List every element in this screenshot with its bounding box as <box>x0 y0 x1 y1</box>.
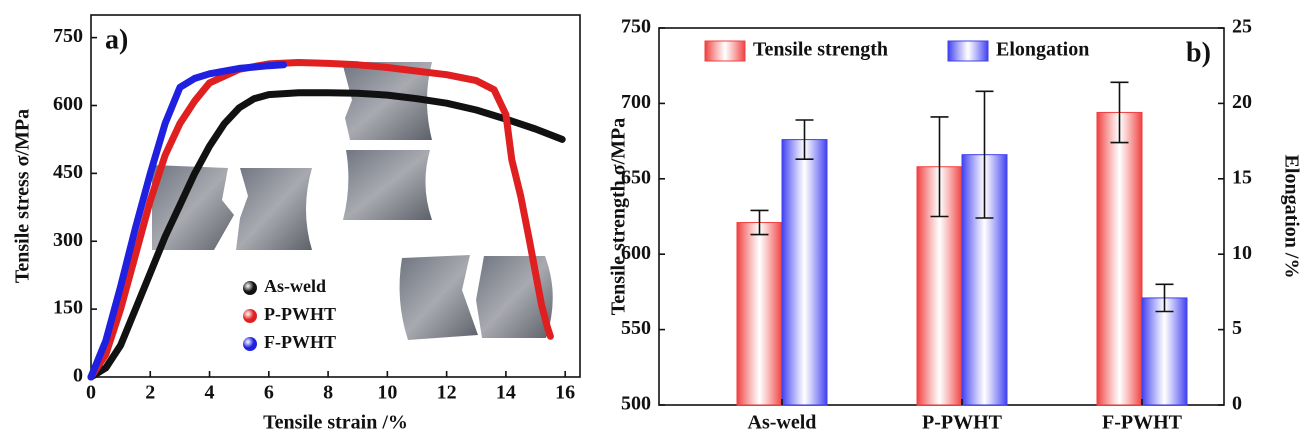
y-tick-label: 750 <box>53 25 83 47</box>
legend-label: F-PWHT <box>264 332 336 352</box>
y-axis-label: Tensile stress σ/MPa <box>12 109 34 283</box>
y-tick-label: 500 <box>621 393 651 415</box>
bar <box>1097 112 1142 405</box>
y2-tick-label: 5 <box>1232 317 1242 339</box>
x-tick-label: P-PWHT <box>922 412 1003 434</box>
x-tick-label: 6 <box>264 382 274 404</box>
x-tick-label: 2 <box>145 382 155 404</box>
y2-tick-label: 15 <box>1232 166 1252 188</box>
y2-tick-label: 0 <box>1232 393 1242 415</box>
legend-marker <box>243 309 257 323</box>
bar <box>1142 298 1187 405</box>
x-tick-label: 12 <box>437 382 457 404</box>
y-tick-label: 700 <box>621 91 651 113</box>
y-tick-label: 600 <box>53 93 83 115</box>
figure: 02468101214160150300450600750Tensile str… <box>0 0 1308 436</box>
legend-swatch <box>705 41 745 61</box>
legend-label: P-PWHT <box>264 304 336 324</box>
photo <box>343 150 432 220</box>
panel-label: b) <box>1186 37 1211 68</box>
bar <box>737 223 782 405</box>
y2-axis-label: Elongation /% <box>1280 155 1302 279</box>
specimen-photos <box>152 62 553 340</box>
x-tick-label: 10 <box>377 382 397 404</box>
x-tick-label: 8 <box>323 382 333 404</box>
legend-label: As-weld <box>264 276 326 296</box>
legend-marker <box>243 337 257 351</box>
photo <box>236 168 312 250</box>
y2-tick-label: 20 <box>1232 91 1252 113</box>
x-tick-label: 16 <box>555 382 575 404</box>
x-tick-label: As-weld <box>748 412 817 434</box>
x-tick-label: 0 <box>86 382 96 404</box>
y2-tick-label: 25 <box>1232 16 1252 38</box>
y-tick-label: 450 <box>53 161 83 183</box>
x-tick-label: 4 <box>205 382 215 404</box>
x-tick-label: F-PWHT <box>1102 412 1183 434</box>
legend-marker <box>243 281 257 295</box>
x-tick-label: 14 <box>496 382 516 404</box>
x-axis-label: Tensile strain /% <box>263 412 408 434</box>
y-tick-label: 550 <box>621 317 651 339</box>
y-tick-label: 0 <box>73 365 83 387</box>
legend-label: Tensile strength <box>753 39 888 61</box>
y-tick-label: 300 <box>53 229 83 251</box>
panel-label: a) <box>105 24 128 55</box>
y2-tick-label: 10 <box>1232 242 1252 264</box>
y-tick-label: 150 <box>53 297 83 319</box>
legend-label: Elongation <box>996 39 1089 61</box>
legend-swatch <box>948 41 988 61</box>
photo <box>400 255 478 340</box>
y-tick-label: 750 <box>621 16 651 38</box>
y-axis-label: Tensile strength σ/MPa <box>608 118 630 316</box>
bar <box>782 140 827 405</box>
